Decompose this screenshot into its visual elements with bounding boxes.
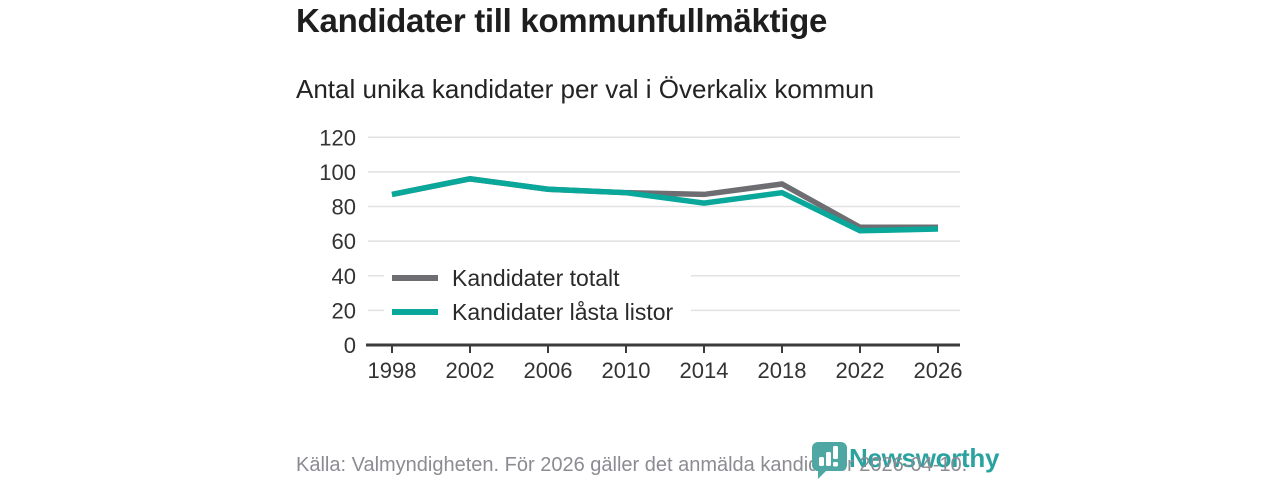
x-tick-label-2014: 2014: [680, 358, 729, 383]
legend-item: Kandidater låsta listor: [384, 298, 692, 326]
legend-label: Kandidater totalt: [452, 264, 620, 291]
legend-line-swatch: [392, 275, 438, 281]
chart-title: Kandidater till kommunfullmäktige: [296, 2, 828, 39]
newsworthy-logo-icon: [812, 442, 847, 479]
x-tick-label-2002: 2002: [446, 358, 495, 383]
newsworthy-logo-text: Newsworthy: [849, 443, 1000, 473]
legend-line-swatch: [392, 309, 438, 315]
y-tick-label-40: 40: [332, 264, 356, 289]
x-tick-label-2022: 2022: [836, 358, 885, 383]
chart-legend: Kandidater totalt Kandidater låsta listor: [384, 264, 692, 326]
legend-label: Kandidater låsta listor: [452, 298, 674, 325]
x-tick-label-2006: 2006: [524, 358, 573, 383]
y-tick-label-20: 20: [332, 298, 356, 323]
y-tick-label-0: 0: [344, 333, 356, 358]
y-tick-label-80: 80: [332, 195, 356, 220]
series-line-0: [391, 176, 938, 231]
y-tick-label-100: 100: [319, 160, 356, 185]
x-tick-label-2010: 2010: [602, 358, 651, 383]
source-note: Källa: Valmyndigheten. För 2026 gäller d…: [296, 454, 968, 476]
x-tick-label-2018: 2018: [758, 358, 807, 383]
series-line-1: [391, 176, 939, 234]
y-tick-label-60: 60: [332, 229, 356, 254]
legend-item: Kandidater totalt: [384, 264, 692, 292]
x-tick-label-2026: 2026: [914, 358, 963, 383]
y-tick-label-120: 120: [319, 125, 356, 150]
x-tick-label-1998: 1998: [368, 358, 417, 383]
chart-subtitle: Antal unika kandidater per val i Överkal…: [296, 74, 875, 104]
